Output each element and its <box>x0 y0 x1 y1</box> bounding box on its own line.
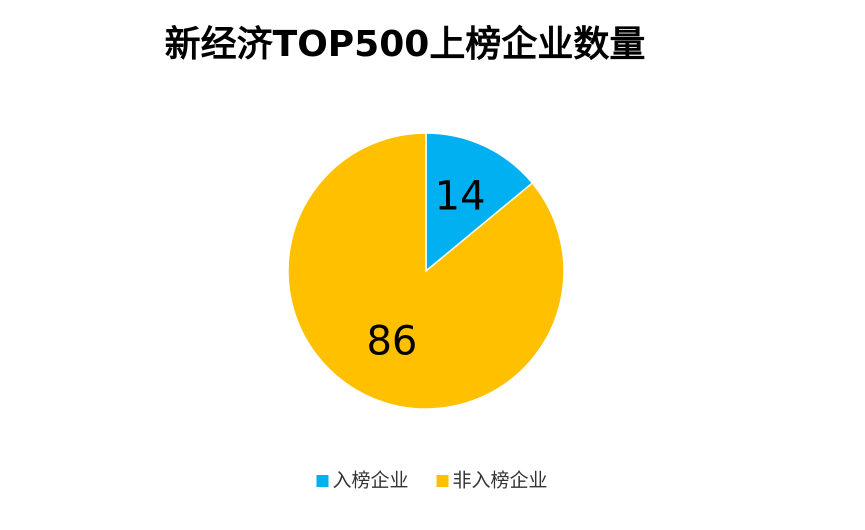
legend-swatch <box>316 475 329 487</box>
legend-label: 入榜企业 <box>332 470 408 492</box>
pie-slice <box>425 132 534 273</box>
value-label: 14 <box>435 174 486 220</box>
chart-title: 新经济TOP500上榜企业数量 <box>165 23 646 65</box>
legend-swatch <box>436 475 449 487</box>
value-label: 86 <box>366 318 417 364</box>
legend-label: 非入榜企业 <box>453 470 548 492</box>
pie-slice <box>287 132 565 410</box>
